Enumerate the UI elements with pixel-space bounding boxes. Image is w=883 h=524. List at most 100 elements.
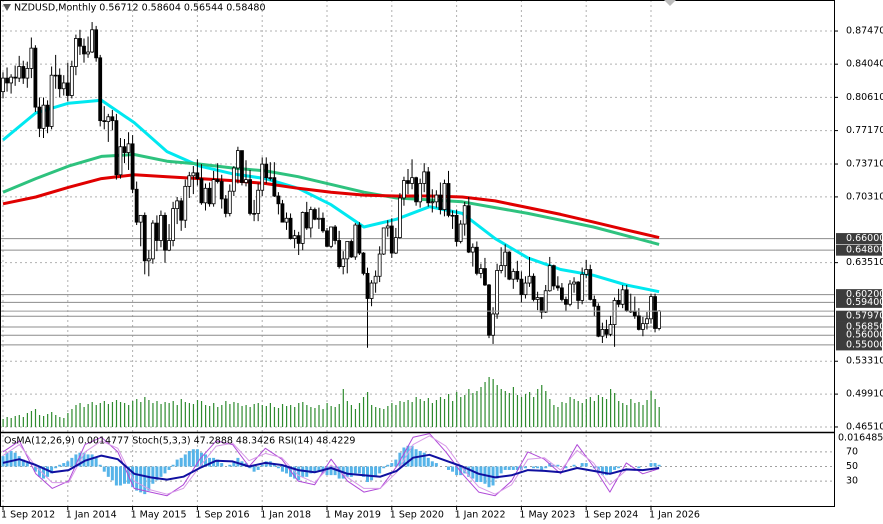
volume-bar [184,402,186,427]
osma-bar [386,464,390,467]
volume-bar [577,401,579,427]
candle-body [9,76,14,84]
candle-body [106,116,111,123]
candle-body [450,214,455,217]
volume-bar [217,407,219,427]
osma-bar [580,463,584,467]
candle-body [78,38,82,47]
osma-bar [110,466,114,481]
moving-average [2,173,660,240]
volume-bar [500,389,502,427]
volume-bar [553,405,555,427]
chart-header: NZDUSD,Monthly 0.56712 0.58604 0.56544 0… [14,3,266,14]
candle-body [316,217,321,220]
candle-body [134,188,139,223]
volume-bar [124,403,126,427]
candle-body [82,45,86,55]
volume-bar [367,392,369,427]
symbol-icon [3,4,11,11]
candle-body [223,198,228,214]
osma-bar [523,466,527,469]
volume-bar [597,395,600,427]
volume-bar [605,399,608,427]
candle-body [483,268,487,286]
volume-bar [253,404,255,427]
osma-bar [46,466,50,477]
candle-body [397,197,402,239]
candle-body [507,251,512,280]
candle-body [523,282,528,296]
volume-bar [115,400,118,427]
candle-body [183,185,188,221]
osma-bar [163,466,167,474]
volume-bar [358,403,361,427]
osma-bar [25,463,29,467]
candle-body [430,201,435,204]
volume-bar [205,405,207,427]
candle-body [458,223,463,242]
candle-body [86,51,90,55]
osma-bar [426,457,430,467]
volume-bar [565,403,567,427]
volume-bar [188,403,190,427]
osma-bar [353,466,357,474]
volume-bar [51,412,53,427]
candle-body [292,235,297,239]
volume-bar [38,415,41,427]
candle-body [377,253,382,277]
candle-body [268,177,273,179]
candle-body [402,180,406,199]
volume-bar [47,414,49,427]
candle-body [256,189,261,214]
candle-body [446,183,451,216]
x-tick-label: 1 Sep 2012 [1,510,55,521]
osma-bar [309,466,313,474]
volume-bar [245,405,247,427]
volume-bar [508,393,510,427]
level-label: 0.56850 [846,322,883,333]
volume-bar [488,377,490,427]
osma-bar [143,466,147,495]
volume-bar [456,392,458,427]
candle-body [159,214,163,241]
candle-body [466,205,471,253]
volume-bar [2,419,4,427]
osma-bar [114,466,118,486]
volume-bar [168,403,170,427]
candle-body [503,251,508,267]
osma-bar [564,466,568,469]
candle-body [600,329,605,337]
candle-body [576,281,580,301]
candle-body [264,163,269,179]
y-tick-label: 0.49910 [846,389,883,400]
candle-body [649,296,653,320]
volume-bar [176,405,178,427]
candle-body [296,235,301,244]
volume-bar [281,404,284,427]
candle-body [98,57,103,122]
shift-marker [664,0,676,6]
candle-body [560,287,564,300]
osma-bar [349,466,353,477]
candle-body [341,258,346,268]
volume-bar [338,404,340,427]
candle-body [495,270,500,315]
candle-body [414,177,419,203]
osma-bar [167,466,171,470]
candle-body [515,271,520,280]
volume-bar [443,399,446,427]
candle-body [288,217,293,239]
candle-body [122,146,127,153]
candle-body [568,283,572,305]
osma-bar [139,466,143,493]
candle-body [118,146,123,176]
candle-body [17,66,22,79]
osma-bar [276,466,280,469]
osma-bar [155,466,159,481]
candle-body [321,217,325,232]
candle-body [211,179,216,205]
candle-body [240,150,244,183]
osma-bar [17,456,21,467]
candle-body [641,323,645,330]
